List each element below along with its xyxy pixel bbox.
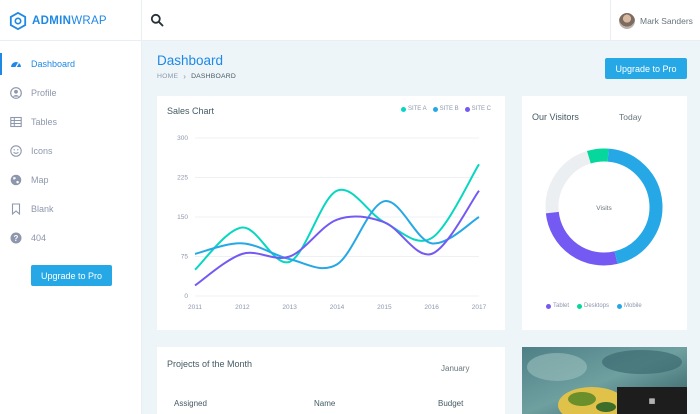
y-tick-label: 0 bbox=[184, 293, 188, 300]
sidebar-item-blank[interactable]: Blank bbox=[0, 198, 142, 220]
legend-label: SITE A bbox=[407, 106, 427, 112]
visitors-period[interactable]: Today bbox=[619, 112, 642, 122]
legend-dot bbox=[617, 303, 623, 309]
legend-label: Desktops bbox=[584, 303, 610, 309]
watermark-logo: ▦ bbox=[648, 397, 656, 405]
sidebar-item-404[interactable]: ? 404 bbox=[0, 227, 142, 249]
globe-icon bbox=[10, 174, 22, 186]
sales-line-chart: 0 75 150 225 300 2011 2012 2013 2014 2015 2016 2017 bbox=[177, 135, 487, 311]
sidebar-item-label: Tables bbox=[31, 117, 58, 127]
user-menu[interactable]: Mark Sanders bbox=[610, 0, 700, 41]
x-tick-label: 2014 bbox=[330, 304, 345, 311]
avatar bbox=[619, 12, 635, 29]
y-tick-label: 150 bbox=[177, 214, 188, 221]
visitors-donut-chart: Visits bbox=[545, 148, 663, 266]
legend-label: SITE C bbox=[471, 106, 491, 112]
sidebar-item-tables[interactable]: Tables bbox=[0, 111, 142, 133]
visitors-title: Our Visitors bbox=[532, 112, 579, 122]
sidebar: Dashboard Profile Tables Icons bbox=[0, 41, 142, 414]
donut-center-label: Visits bbox=[596, 205, 612, 212]
breadcrumb: HOME › DASHBOARD bbox=[157, 72, 236, 81]
x-tick-label: 2017 bbox=[472, 304, 487, 311]
sidebar-item-map[interactable]: Map bbox=[0, 169, 142, 191]
legend-dot bbox=[464, 106, 470, 112]
column-header-assigned: Assigned bbox=[174, 399, 207, 408]
donut-slice-blank bbox=[545, 151, 591, 214]
sales-chart-legend: SITE A SITE B SITE C bbox=[395, 106, 491, 112]
y-tick-label: 300 bbox=[177, 135, 188, 142]
sidebar-item-label: Blank bbox=[31, 204, 54, 214]
y-tick-label: 225 bbox=[177, 175, 188, 182]
sidebar-item-label: Icons bbox=[31, 146, 53, 156]
sales-chart-title: Sales Chart bbox=[167, 106, 215, 116]
logo[interactable]: ADMINWRAP bbox=[0, 0, 142, 41]
upgrade-to-pro-button[interactable]: Upgrade to Pro bbox=[31, 265, 112, 286]
svg-text:?: ? bbox=[14, 234, 19, 243]
sidebar-item-label: Profile bbox=[31, 88, 57, 98]
x-tick-label: 2016 bbox=[424, 304, 439, 311]
chevron-right-icon: › bbox=[183, 72, 187, 81]
column-header-budget: Budget bbox=[438, 399, 464, 408]
legend-dot bbox=[546, 303, 551, 309]
legend-item-mobile: Mobile bbox=[617, 303, 642, 309]
sidebar-item-profile[interactable]: Profile bbox=[0, 82, 142, 104]
photo-card: ▦ bbox=[522, 347, 687, 414]
topbar: ADMINWRAP Mark Sanders bbox=[0, 0, 700, 41]
user-circle-icon bbox=[10, 87, 22, 99]
hexagon-logo-icon bbox=[9, 11, 27, 30]
column-header-name: Name bbox=[314, 399, 336, 408]
sales-chart-card: Sales Chart SITE A SITE B SITE C 0 75 150 2… bbox=[157, 96, 505, 330]
legend-dot bbox=[432, 106, 438, 112]
bookmark-icon bbox=[11, 203, 21, 215]
search-icon[interactable] bbox=[150, 13, 164, 27]
projects-month-select[interactable]: January bbox=[441, 364, 470, 373]
smile-icon bbox=[10, 145, 22, 157]
legend-item-site-b: SITE B bbox=[432, 106, 459, 112]
visitors-card: Our Visitors Today Visits Tablet Desktop… bbox=[522, 96, 687, 330]
legend-item-desktops: Desktops bbox=[577, 303, 609, 309]
x-tick-label: 2012 bbox=[235, 304, 250, 311]
sidebar-item-icons[interactable]: Icons bbox=[0, 140, 142, 162]
legend-dot bbox=[577, 303, 583, 309]
y-tick-label: 75 bbox=[181, 254, 189, 261]
legend-item-site-a: SITE A bbox=[400, 106, 427, 112]
legend-item-site-c: SITE C bbox=[464, 106, 491, 112]
x-tick-label: 2015 bbox=[377, 304, 392, 311]
dashboard-icon bbox=[11, 62, 21, 68]
sidebar-item-label: Dashboard bbox=[31, 59, 76, 69]
x-tick-label: 2011 bbox=[188, 304, 202, 311]
x-tick-label: 2013 bbox=[282, 304, 297, 311]
legend-dot bbox=[400, 106, 406, 112]
projects-card: Projects of the Month January Assigned N… bbox=[157, 347, 505, 414]
visitors-legend: Tablet Desktops Mobile bbox=[542, 303, 642, 309]
donut-slice-mobile bbox=[607, 148, 663, 264]
legend-label: Tablet bbox=[553, 303, 570, 309]
food-photo-image bbox=[522, 347, 687, 414]
projects-title: Projects of the Month bbox=[167, 359, 253, 369]
sidebar-item-label: 404 bbox=[31, 233, 47, 243]
upgrade-to-pro-header-button[interactable]: Upgrade to Pro bbox=[605, 58, 687, 79]
legend-label: Mobile bbox=[624, 303, 642, 309]
question-circle-icon: ? bbox=[10, 232, 22, 244]
donut-slice-tablet bbox=[545, 211, 618, 266]
brand-name: ADMINWRAP bbox=[32, 14, 107, 27]
breadcrumb-current: DASHBOARD bbox=[191, 73, 236, 80]
legend-item-tablet: Tablet bbox=[546, 303, 569, 309]
sidebar-item-dashboard[interactable]: Dashboard bbox=[0, 53, 142, 75]
series-line-site-a bbox=[194, 163, 480, 271]
sidebar-item-label: Map bbox=[31, 175, 49, 185]
page-title: Dashboard bbox=[157, 53, 224, 68]
table-icon bbox=[10, 116, 22, 128]
user-name: Mark Sanders bbox=[640, 15, 693, 26]
breadcrumb-home[interactable]: HOME bbox=[157, 73, 179, 80]
legend-label: SITE B bbox=[439, 106, 459, 112]
series-line-site-c bbox=[194, 190, 480, 287]
donut-slice-desktops bbox=[586, 148, 609, 164]
series-line-site-b bbox=[194, 200, 480, 270]
